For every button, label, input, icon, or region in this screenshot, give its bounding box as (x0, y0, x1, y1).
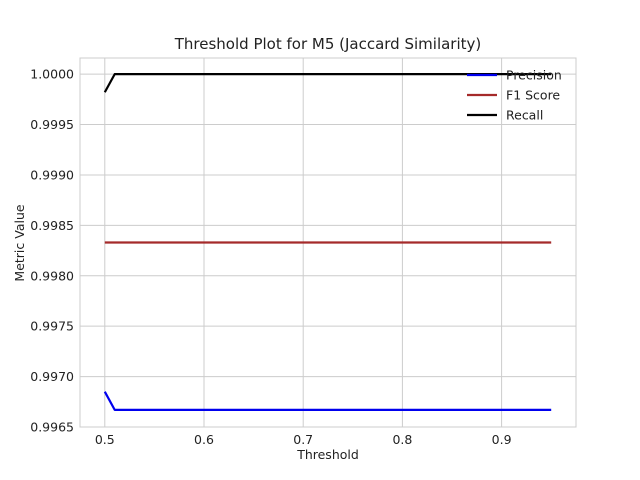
y-tick-label: 0.9980 (30, 268, 74, 283)
plot-frame (79, 57, 577, 428)
chart-title: Threshold Plot for M5 (Jaccard Similarit… (174, 35, 482, 53)
x-tick-label: 0.5 (95, 432, 115, 447)
x-tick-labels: 0.5 0.6 0.7 0.8 0.9 (95, 432, 512, 447)
y-tick-label: 0.9965 (30, 420, 74, 435)
x-tick-label: 0.9 (492, 432, 512, 447)
y-axis-label: Metric Value (12, 204, 27, 281)
legend-label-recall: Recall (506, 108, 543, 123)
x-tick-label: 0.7 (293, 432, 313, 447)
legend-label-precision: Precision (506, 68, 562, 83)
y-tick-label: 1.0000 (30, 67, 74, 82)
y-tick-label: 0.9995 (30, 117, 74, 132)
y-tick-label: 0.9975 (30, 319, 74, 334)
y-tick-label: 0.9970 (30, 369, 74, 384)
series-line-recall (103, 73, 552, 93)
x-axis-label: Threshold (296, 447, 359, 462)
legend-label-f1-score: F1 Score (506, 88, 560, 103)
y-tick-label: 0.9985 (30, 218, 74, 233)
x-tick-label: 0.6 (194, 432, 214, 447)
y-tick-label: 0.9990 (30, 167, 74, 182)
x-tick-label: 0.8 (392, 432, 412, 447)
series-line-precision (103, 391, 552, 411)
legend: Precision F1 Score Recall (467, 68, 562, 123)
series-lines (103, 73, 552, 411)
y-tick-labels: 0.9965 0.9970 0.9975 0.9980 0.9985 0.9990 0.99… (30, 67, 74, 435)
